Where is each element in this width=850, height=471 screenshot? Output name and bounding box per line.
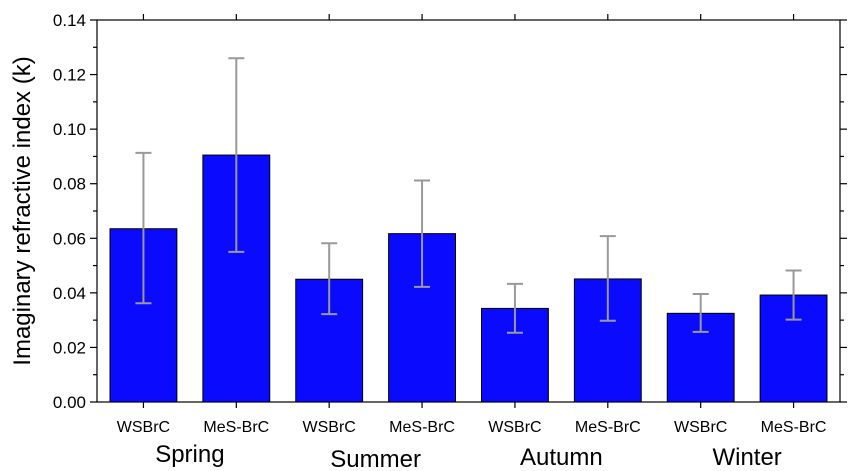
x-tick-label: MeS-BrC bbox=[575, 419, 641, 436]
y-tick-label: 0.00 bbox=[53, 393, 86, 412]
y-tick-label: 0.02 bbox=[53, 338, 86, 357]
y-tick-label: 0.12 bbox=[53, 66, 86, 85]
x-tick-label: WSBrC bbox=[303, 419, 356, 436]
error-bars bbox=[135, 57, 802, 334]
y-tick-label: 0.14 bbox=[53, 11, 86, 30]
y-ticks: 0.00 0.02 0.04 0.06 0.08 0.10 0.12 0.14 bbox=[53, 11, 847, 412]
group-label: Summer bbox=[330, 446, 421, 471]
y-tick-label: 0.10 bbox=[53, 120, 86, 139]
bars bbox=[109, 154, 828, 403]
x-tick-label: WSBrC bbox=[674, 419, 727, 436]
y-tick-label: 0.08 bbox=[53, 175, 86, 194]
x-tick-label: MeS-BrC bbox=[761, 419, 827, 436]
x-tick-label: MeS-BrC bbox=[389, 419, 455, 436]
y-axis-title: Imaginary refractive index (k) bbox=[9, 56, 36, 365]
x-labels: WSBrC MeS-BrC WSBrC MeS-BrC WSBrC MeS-BrC WSBr… bbox=[117, 14, 827, 471]
y-tick-label: 0.04 bbox=[53, 284, 86, 303]
group-label: Spring bbox=[155, 441, 224, 468]
group-label: Winter bbox=[712, 444, 781, 471]
group-label: Autumn bbox=[520, 444, 603, 471]
y-tick-label: 0.06 bbox=[53, 229, 86, 248]
x-tick-label: WSBrC bbox=[117, 419, 170, 436]
x-tick-label: MeS-BrC bbox=[203, 419, 269, 436]
x-tick-label: WSBrC bbox=[488, 419, 541, 436]
